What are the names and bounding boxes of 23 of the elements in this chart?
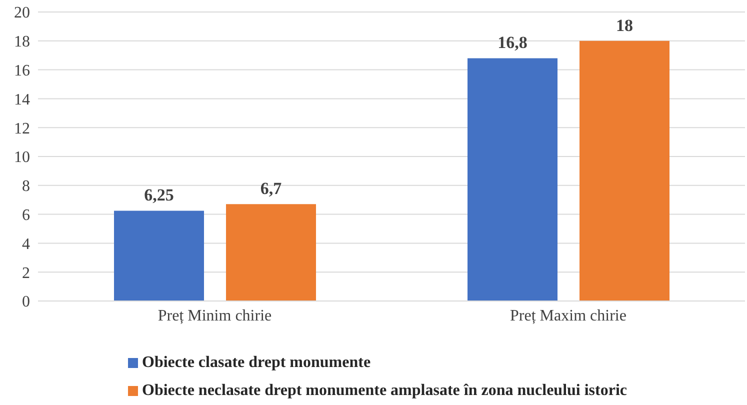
legend-label: Obiecte clasate drept monumente	[142, 354, 371, 371]
bar	[468, 58, 558, 301]
data-label: 6,7	[260, 179, 282, 198]
y-tick-label: 6	[22, 206, 30, 224]
x-tick-label: Preț Maxim chirie	[510, 307, 626, 324]
x-tick-label: Preț Minim chirie	[158, 307, 272, 324]
y-tick-label: 2	[22, 264, 30, 282]
y-tick-label: 18	[14, 34, 30, 51]
y-tick-label: 14	[14, 91, 30, 108]
bar	[226, 204, 316, 301]
y-tick-label: 16	[14, 62, 30, 80]
bar	[580, 40, 670, 301]
data-label: 18	[616, 16, 633, 35]
bar	[114, 210, 204, 301]
y-tick-label: 4	[22, 236, 30, 253]
y-tick-label: 12	[14, 120, 30, 138]
y-tick-label: 8	[22, 178, 30, 196]
data-label: 6,25	[144, 186, 174, 205]
y-tick-label: 0	[22, 294, 30, 311]
data-label: 16,8	[498, 33, 528, 52]
legend-label: Obiecte neclasate drept monumente amplasate în zona nucleului istoric	[142, 382, 627, 399]
y-tick-label: 20	[14, 4, 30, 22]
y-tick-label: 10	[14, 149, 30, 166]
